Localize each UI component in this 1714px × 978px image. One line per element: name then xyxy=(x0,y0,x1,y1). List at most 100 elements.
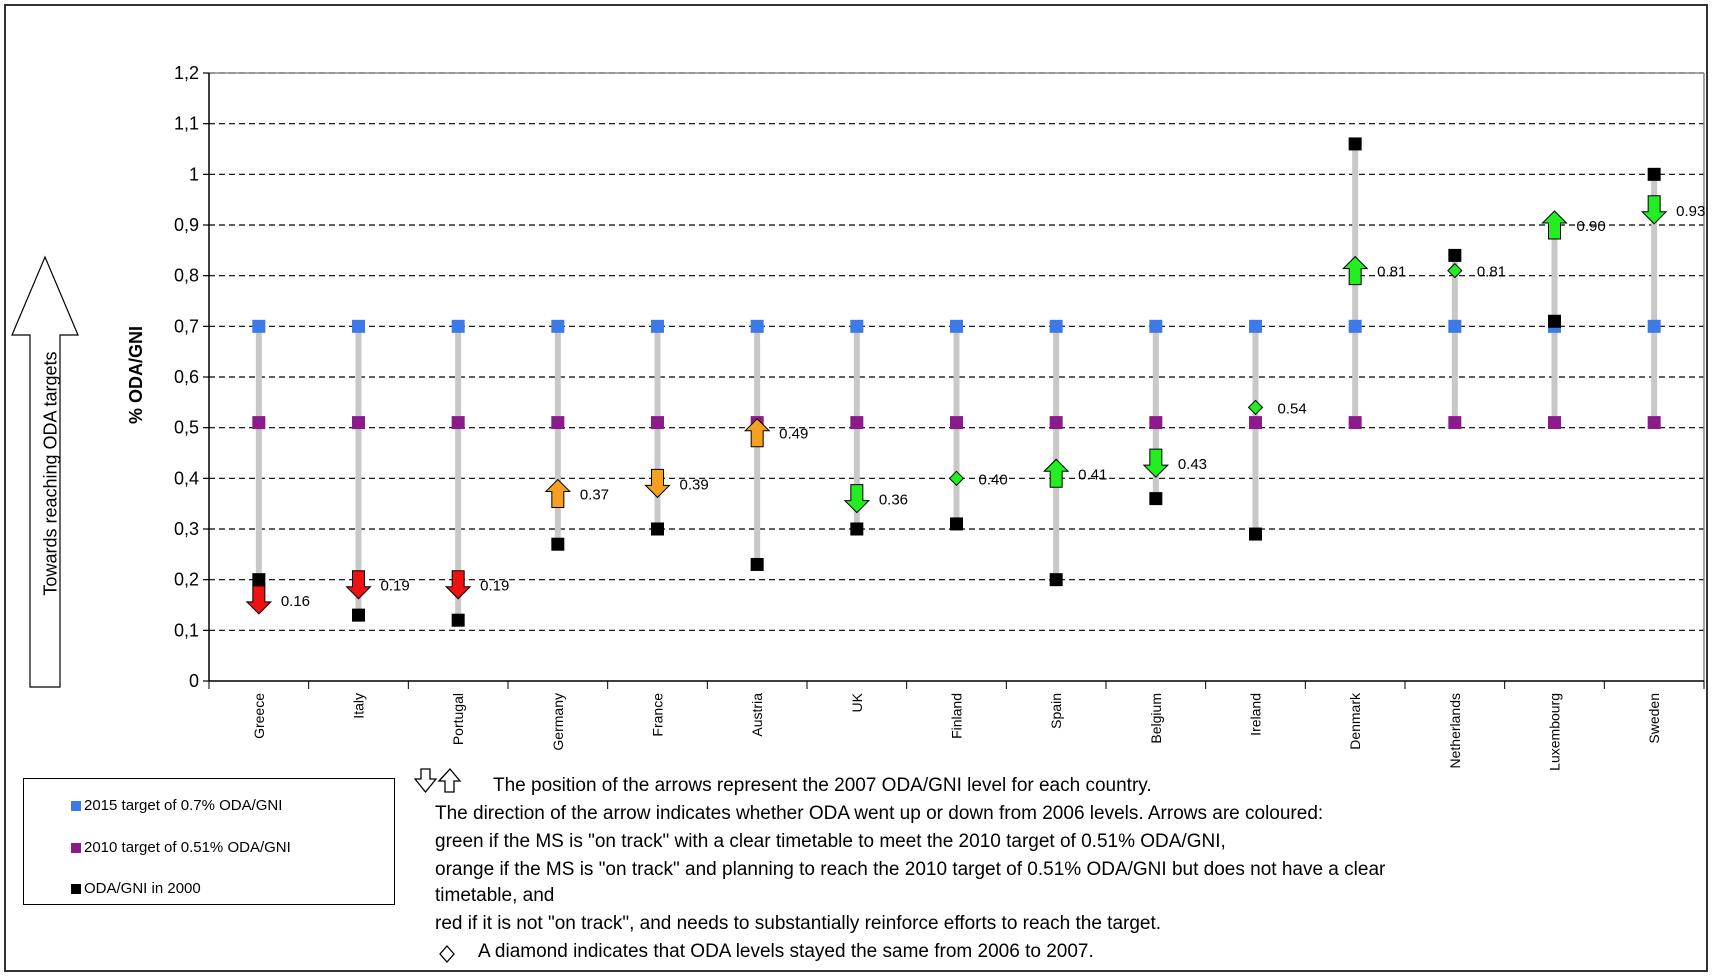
marker-oda-2007-down-arrow xyxy=(1640,195,1668,225)
marker-2015-target xyxy=(252,319,266,333)
legend-label: 2010 target of 0.51% ODA/GNI xyxy=(84,839,291,856)
data-label-oda-2007: 0.40 xyxy=(979,471,1008,488)
x-tick-label: Portugal xyxy=(450,693,466,745)
x-tick-label: Ireland xyxy=(1248,693,1264,736)
data-label-oda-2007: 0.49 xyxy=(779,426,808,443)
data-markers xyxy=(252,137,1661,627)
marker-2015-target xyxy=(1049,319,1063,333)
y-tick-label: 0,6 xyxy=(174,367,199,387)
y-tick-label: 0,1 xyxy=(174,620,199,640)
legend-item-2010-target: 2010 target of 0.51% ODA/GNI xyxy=(71,839,291,856)
y-tick-label: 0,4 xyxy=(174,468,199,488)
marker-2010-target xyxy=(850,416,864,430)
marker-2010-target xyxy=(1548,416,1561,430)
marker-2010-target xyxy=(451,416,465,430)
marker-oda-2000 xyxy=(850,522,864,536)
y-axis-title: % ODA/GNI xyxy=(126,326,146,424)
oda-2007-markers xyxy=(245,195,1668,615)
legend-label: 2015 target of 0.7% ODA/GNI xyxy=(84,797,283,814)
data-label-oda-2007: 0.43 xyxy=(1178,456,1207,473)
labels: 0 0,1 0,2 0,3 0,4 0,5 0,6 0,7 0,8 0,9 1 1,1 1,2 Greec… xyxy=(174,63,1705,771)
data-label-oda-2007: 0.93 xyxy=(1676,203,1705,220)
marker-oda-2000 xyxy=(750,557,764,571)
marker-oda-2007-diamond xyxy=(1447,262,1463,279)
data-label-oda-2007: 0.81 xyxy=(1377,264,1406,281)
legend: 2015 target of 0.7% ODA/GNI 2010 target … xyxy=(23,778,395,905)
marker-2015-target xyxy=(1348,319,1362,333)
marker-oda-2007-diamond xyxy=(948,470,965,487)
marker-oda-2007-down-arrow xyxy=(444,570,472,600)
legend-swatch-blue xyxy=(71,800,81,811)
x-tick-label: Luxembourg xyxy=(1547,693,1563,771)
legend-swatch-purple xyxy=(71,842,81,853)
legend-label: ODA/GNI in 2000 xyxy=(84,880,201,897)
marker-oda-2000 xyxy=(1149,492,1163,506)
marker-oda-2007-down-arrow xyxy=(644,468,671,499)
marker-oda-2007-down-arrow xyxy=(843,484,871,514)
marker-oda-2000 xyxy=(1647,167,1661,181)
marker-oda-2000 xyxy=(1548,314,1561,328)
data-label-oda-2007: 0.19 xyxy=(381,578,410,595)
y-tick-label: 0,8 xyxy=(174,266,199,286)
marker-2010-target xyxy=(1149,416,1163,430)
marker-2010-target xyxy=(1647,416,1661,430)
marker-2015-target xyxy=(750,319,764,333)
data-label-oda-2007: 0.39 xyxy=(680,476,709,493)
marker-oda-2007-up-arrow xyxy=(743,418,771,448)
marker-2010-target xyxy=(651,416,664,430)
data-label-oda-2007: 0.36 xyxy=(879,492,908,509)
data-label-oda-2007: 0.41 xyxy=(1078,466,1107,483)
marker-2010-target xyxy=(551,416,565,430)
marker-oda-2007-diamond xyxy=(1247,399,1264,416)
x-tick-label: Denmark xyxy=(1347,692,1363,750)
legend-swatch-black xyxy=(71,883,81,894)
note-line-1: The position of the arrows represent the… xyxy=(493,775,1152,796)
axes xyxy=(203,72,1705,689)
marker-2015-target xyxy=(950,319,963,333)
y-tick-label: 0 xyxy=(189,671,199,691)
x-tick-label: Germany xyxy=(550,693,566,751)
marker-oda-2000 xyxy=(1249,527,1262,541)
y-tick-label: 0,3 xyxy=(174,519,199,539)
note-line-5: timetable, and xyxy=(435,885,555,906)
towards-targets-label: Towards reaching ODA targets xyxy=(40,351,61,596)
x-tick-label: France xyxy=(650,693,666,737)
marker-oda-2007-up-arrow xyxy=(544,478,572,509)
note-line-2: The direction of the arrow indicates whe… xyxy=(435,803,1324,824)
legend-item-oda-2000: ODA/GNI in 2000 xyxy=(71,880,201,897)
y-tick-label: 0,5 xyxy=(174,418,199,438)
marker-2015-target xyxy=(651,319,664,333)
range-lines xyxy=(255,143,1658,621)
marker-oda-2000 xyxy=(1448,248,1462,262)
x-tick-label: Netherlands xyxy=(1447,693,1463,769)
diamond-icon xyxy=(439,945,455,963)
data-label-oda-2007: 0.16 xyxy=(281,593,310,610)
marker-2015-target xyxy=(551,319,565,333)
legend-item-2015-target: 2015 target of 0.7% ODA/GNI xyxy=(71,797,282,814)
y-tick-label: 1,1 xyxy=(174,114,199,134)
marker-oda-2000 xyxy=(451,613,465,627)
marker-2010-target xyxy=(352,416,365,430)
marker-2010-target xyxy=(252,416,266,430)
y-tick-label: 1,2 xyxy=(174,63,199,83)
x-tick-label: UK xyxy=(849,692,865,712)
marker-oda-2000 xyxy=(1348,137,1362,151)
y-tick-label: 0,2 xyxy=(174,570,199,590)
marker-oda-2007-down-arrow xyxy=(1142,448,1170,478)
marker-oda-2000 xyxy=(950,517,963,531)
marker-oda-2000 xyxy=(352,608,365,622)
marker-2010-target xyxy=(950,416,963,430)
x-tick-label: Austria xyxy=(749,693,765,737)
x-tick-label: Finland xyxy=(949,693,965,739)
x-tick-label: Belgium xyxy=(1148,693,1164,744)
y-tick-label: 1 xyxy=(189,164,199,184)
marker-2015-target xyxy=(1149,319,1163,333)
marker-2010-target xyxy=(1448,416,1462,430)
marker-2015-target xyxy=(1249,319,1262,333)
marker-oda-2000 xyxy=(252,573,266,587)
up-down-arrow-icons xyxy=(414,768,462,794)
marker-2015-target xyxy=(352,319,365,333)
towards-targets-arrow xyxy=(11,255,79,688)
note-line-6: red if it is not "on track", and needs t… xyxy=(435,913,1162,934)
